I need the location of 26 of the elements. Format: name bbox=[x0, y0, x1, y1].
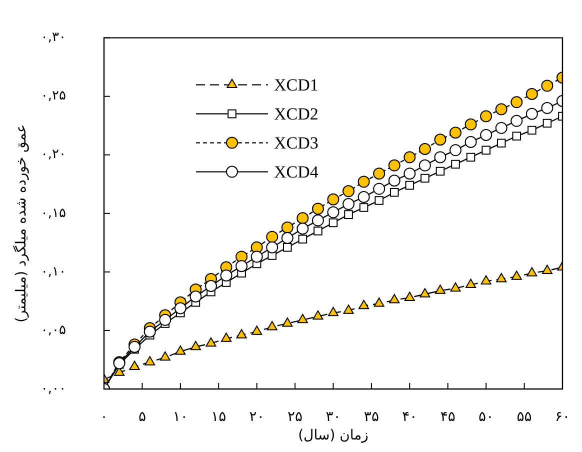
x-tick-label: ۴۰ bbox=[402, 409, 418, 426]
x-tick-label: ۳۵ bbox=[364, 409, 379, 426]
x-tick-label: ۰ bbox=[100, 409, 108, 426]
y-tick-label: ۰,۲۵ bbox=[40, 88, 66, 104]
x-axis-title: زمان (سال) bbox=[298, 428, 368, 444]
x-tick-label: ۴۵ bbox=[440, 409, 456, 426]
y-tick-label: ۰,۱۵ bbox=[40, 206, 66, 221]
x-tick-label: ۵۵ bbox=[516, 409, 532, 426]
x-tick-label: ۲۵ bbox=[288, 409, 303, 426]
legend-label: XCD3 bbox=[274, 133, 318, 152]
legend-label: XCD4 bbox=[274, 162, 319, 182]
legend-label: XCD1 bbox=[274, 75, 318, 94]
y-tick-label: ۰,۳۰ bbox=[40, 30, 66, 46]
x-tick-label: ۲۰ bbox=[249, 409, 264, 426]
x-tick-label: ۶۰ bbox=[554, 409, 570, 426]
x-tick-label: ۱۵ bbox=[211, 409, 226, 426]
x-tick-label: ۵ bbox=[138, 409, 146, 426]
x-tick-label: ۵۰ bbox=[478, 409, 494, 426]
x-tick-label: ۱۰ bbox=[172, 409, 188, 426]
y-tick-label: ۰,۰۵ bbox=[40, 322, 66, 338]
y-tick-label: ۰,۲۰ bbox=[40, 147, 66, 162]
x-tick-label: ۳۰ bbox=[326, 409, 341, 426]
y-tick-label: ۰,۰۰ bbox=[40, 381, 66, 396]
y-axis-title: عمق خورده شده میلگرد (میلیمتر) bbox=[12, 124, 30, 322]
y-tick-label: ۰,۱۰ bbox=[40, 264, 66, 280]
legend-label: XCD2 bbox=[274, 104, 318, 124]
